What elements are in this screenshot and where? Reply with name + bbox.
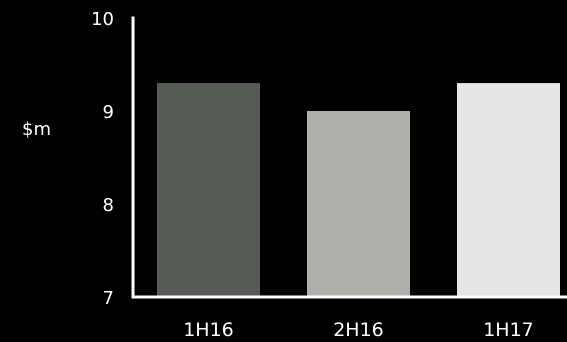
x-tick-label-1h17: 1H17 [483,319,534,341]
y-tick-label-7: 7 [103,288,114,309]
x-tick-label-2h16: 2H16 [333,319,384,341]
bar-1h16 [157,83,260,297]
bar-2h16 [307,111,410,297]
y-axis-ticks: 7 8 9 10 [91,9,114,309]
bars [157,83,560,297]
y-tick-label-8: 8 [103,195,114,216]
bar-1h17 [457,83,560,297]
y-tick-label-9: 9 [103,102,114,123]
y-tick-label-10: 10 [91,9,114,30]
y-axis-label: $m [22,119,51,140]
x-axis-labels: 1H16 2H16 1H17 [183,319,534,341]
x-tick-label-1h16: 1H16 [183,319,234,341]
